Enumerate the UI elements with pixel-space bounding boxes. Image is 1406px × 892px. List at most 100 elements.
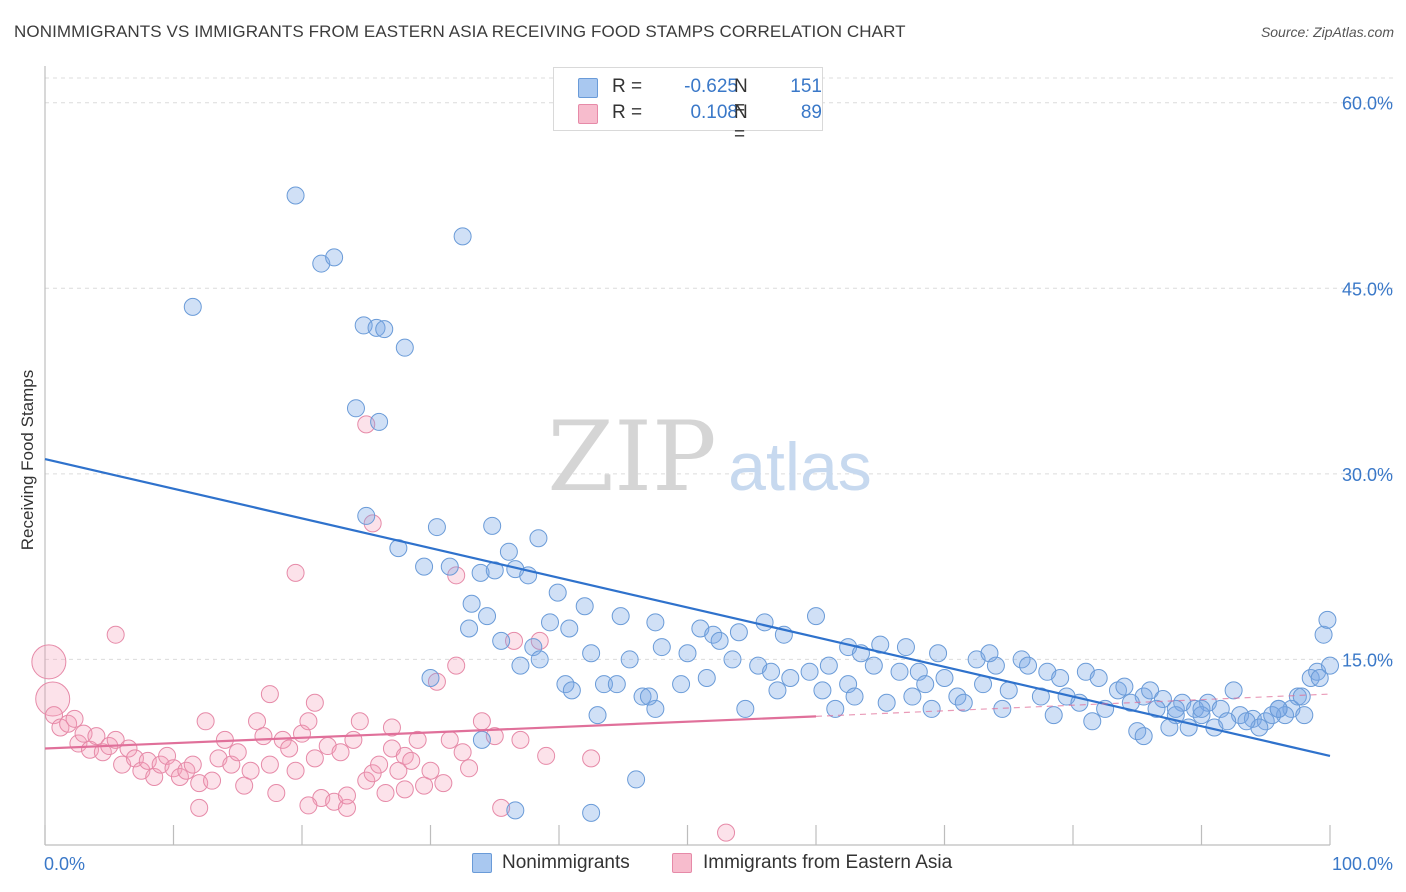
nonimmigrants-point bbox=[826, 699, 845, 718]
nonimmigrants-point bbox=[1153, 690, 1172, 709]
nonimmigrants-point bbox=[762, 662, 781, 681]
nonimmigrants-point bbox=[395, 338, 414, 357]
nonimmigrants-point bbox=[1295, 706, 1314, 725]
immigrants-point bbox=[447, 656, 466, 675]
immigrants-trend-line bbox=[44, 715, 817, 750]
nonimmigrants-point bbox=[954, 693, 973, 712]
immigrants-point bbox=[357, 771, 376, 790]
correlation-legend: R = -0.625 N = 151 R = 0.108 N = 89 bbox=[553, 67, 823, 145]
immigrants-point bbox=[241, 761, 260, 780]
nonimmigrants-point bbox=[511, 656, 530, 675]
nonimmigrants-point bbox=[440, 557, 459, 576]
nonimmigrants-point bbox=[1147, 699, 1166, 718]
nonimmigrants-point bbox=[427, 518, 446, 537]
immigrants-point bbox=[402, 751, 421, 770]
nonimmigrants-point bbox=[999, 681, 1018, 700]
immigrants-point bbox=[260, 685, 279, 704]
legend-n-label: N = bbox=[734, 76, 748, 119]
x-tick-label-min: 0.0% bbox=[44, 854, 85, 874]
nonimmigrants-point bbox=[768, 681, 787, 700]
immigrants-point bbox=[415, 776, 434, 795]
nonimmigrants-point bbox=[1134, 727, 1153, 746]
nonimmigrants-point bbox=[620, 650, 639, 669]
immigrants-point bbox=[337, 786, 356, 805]
nonimmigrants-point bbox=[903, 687, 922, 706]
x-tick-label-max: 100.0% bbox=[1332, 854, 1393, 874]
nonimmigrants-point bbox=[929, 644, 948, 663]
nonimmigrants-point bbox=[1019, 656, 1038, 675]
nonimmigrants-point bbox=[492, 631, 511, 650]
nonimmigrants-point bbox=[781, 668, 800, 687]
nonimmigrants-point bbox=[1237, 712, 1256, 731]
nonimmigrants-point bbox=[471, 563, 490, 582]
nonimmigrants-point bbox=[1310, 668, 1329, 687]
legend-n-label: N = bbox=[734, 102, 748, 145]
immigrants-point bbox=[267, 784, 286, 803]
nonimmigrants-point bbox=[922, 699, 941, 718]
nonimmigrants-point bbox=[980, 644, 999, 663]
legend-swatch-blue bbox=[578, 78, 598, 98]
immigrants-point bbox=[370, 755, 389, 774]
immigrants-point bbox=[65, 709, 84, 728]
nonimmigrants-point bbox=[1044, 706, 1063, 725]
immigrants-point bbox=[472, 712, 491, 731]
nonimmigrants-point bbox=[1141, 681, 1160, 700]
nonimmigrants-point bbox=[575, 597, 594, 616]
nonimmigrants-point bbox=[346, 399, 365, 418]
chart-title: NONIMMIGRANTS VS IMMIGRANTS FROM EASTERN… bbox=[14, 22, 906, 41]
nonimmigrants-point bbox=[1288, 687, 1307, 706]
nonimmigrants-point bbox=[499, 542, 518, 561]
nonimmigrants-point bbox=[548, 583, 567, 602]
nonimmigrants-points bbox=[183, 186, 1339, 822]
nonimmigrants-point bbox=[916, 675, 935, 694]
nonimmigrants-point bbox=[1218, 712, 1237, 731]
y-tick-label: 30.0% bbox=[1342, 465, 1393, 485]
legend-r-label: R = bbox=[612, 102, 643, 123]
immigrants-points bbox=[31, 415, 736, 842]
nonimmigrants-point bbox=[1115, 677, 1134, 696]
axes bbox=[44, 66, 1331, 846]
nonimmigrants-point bbox=[357, 506, 376, 525]
nonimmigrants-point bbox=[729, 623, 748, 642]
source-label: Source: ZipAtlas.com bbox=[1260, 24, 1394, 40]
immigrants-point bbox=[382, 718, 401, 737]
immigrants-point bbox=[337, 798, 356, 817]
immigrants-point bbox=[183, 755, 202, 774]
legend-r-value: 0.108 bbox=[690, 102, 738, 123]
legend-r-value: -0.625 bbox=[684, 76, 738, 97]
immigrants-point bbox=[440, 730, 459, 749]
immigrants-point bbox=[106, 625, 125, 644]
nonimmigrants-point bbox=[541, 613, 560, 632]
immigrants-point bbox=[35, 681, 71, 717]
nonimmigrants-point bbox=[367, 318, 386, 337]
trend-lines bbox=[44, 457, 1331, 758]
immigrants-point bbox=[717, 823, 736, 842]
immigrants-trend-extension bbox=[815, 693, 1331, 717]
nonimmigrants-point bbox=[877, 693, 896, 712]
bottom-legend-label: Immigrants from Eastern Asia bbox=[703, 852, 953, 873]
immigrants-point bbox=[286, 563, 305, 582]
immigrants-point bbox=[248, 712, 267, 731]
nonimmigrants-point bbox=[1166, 699, 1185, 718]
immigrants-point bbox=[511, 730, 530, 749]
nonimmigrants-point bbox=[672, 675, 691, 694]
immigrants-point bbox=[305, 693, 324, 712]
immigrants-point bbox=[203, 771, 222, 790]
nonimmigrants-point bbox=[472, 730, 491, 749]
nonimmigrants-point bbox=[646, 613, 665, 632]
immigrants-point bbox=[331, 743, 350, 762]
nonimmigrants-point bbox=[560, 619, 579, 638]
tick-labels: 15.0% 30.0% 45.0% 60.0% 0.0% 100.0% bbox=[44, 94, 1393, 874]
y-tick-label: 45.0% bbox=[1342, 279, 1393, 299]
immigrants-point bbox=[228, 743, 247, 762]
nonimmigrants-point bbox=[325, 248, 344, 267]
nonimmigrants-point bbox=[370, 412, 389, 431]
nonimmigrants-point bbox=[710, 631, 729, 650]
y-tick-label: 15.0% bbox=[1342, 650, 1393, 670]
immigrants-point bbox=[505, 631, 524, 650]
nonimmigrants-point bbox=[611, 607, 630, 626]
bottom-legend-swatch-blue bbox=[472, 853, 492, 873]
nonimmigrants-point bbox=[1083, 712, 1102, 731]
immigrants-point bbox=[280, 739, 299, 758]
immigrants-point bbox=[286, 761, 305, 780]
